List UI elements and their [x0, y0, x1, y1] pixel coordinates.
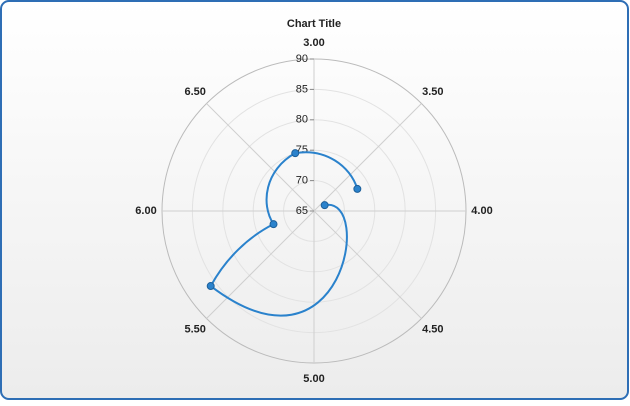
point: [321, 202, 328, 209]
radial-tick-label: 65: [296, 205, 308, 217]
point: [292, 150, 299, 157]
angular-tick-label: 3.00: [303, 37, 324, 49]
angular-tick-label: 5.00: [303, 373, 324, 385]
point: [354, 185, 361, 192]
point: [207, 283, 214, 290]
grid: 3.003.504.004.505.005.506.006.5065707580…: [135, 37, 492, 385]
radial-tick-label: 80: [296, 114, 308, 126]
angular-tick-label: 6.00: [135, 205, 156, 217]
angular-tick-label: 4.50: [422, 324, 443, 336]
angular-tick-label: 3.50: [422, 86, 443, 98]
radial-tick-label: 70: [296, 175, 308, 187]
angular-tick-label: 4.00: [471, 205, 492, 217]
radial-tick-label: 90: [296, 53, 308, 65]
chart-title: Chart Title: [287, 18, 341, 30]
angular-tick-label: 5.50: [184, 324, 205, 336]
point: [270, 221, 277, 228]
radial-tick-label: 85: [296, 83, 308, 95]
angular-tick-label: 6.50: [184, 86, 205, 98]
